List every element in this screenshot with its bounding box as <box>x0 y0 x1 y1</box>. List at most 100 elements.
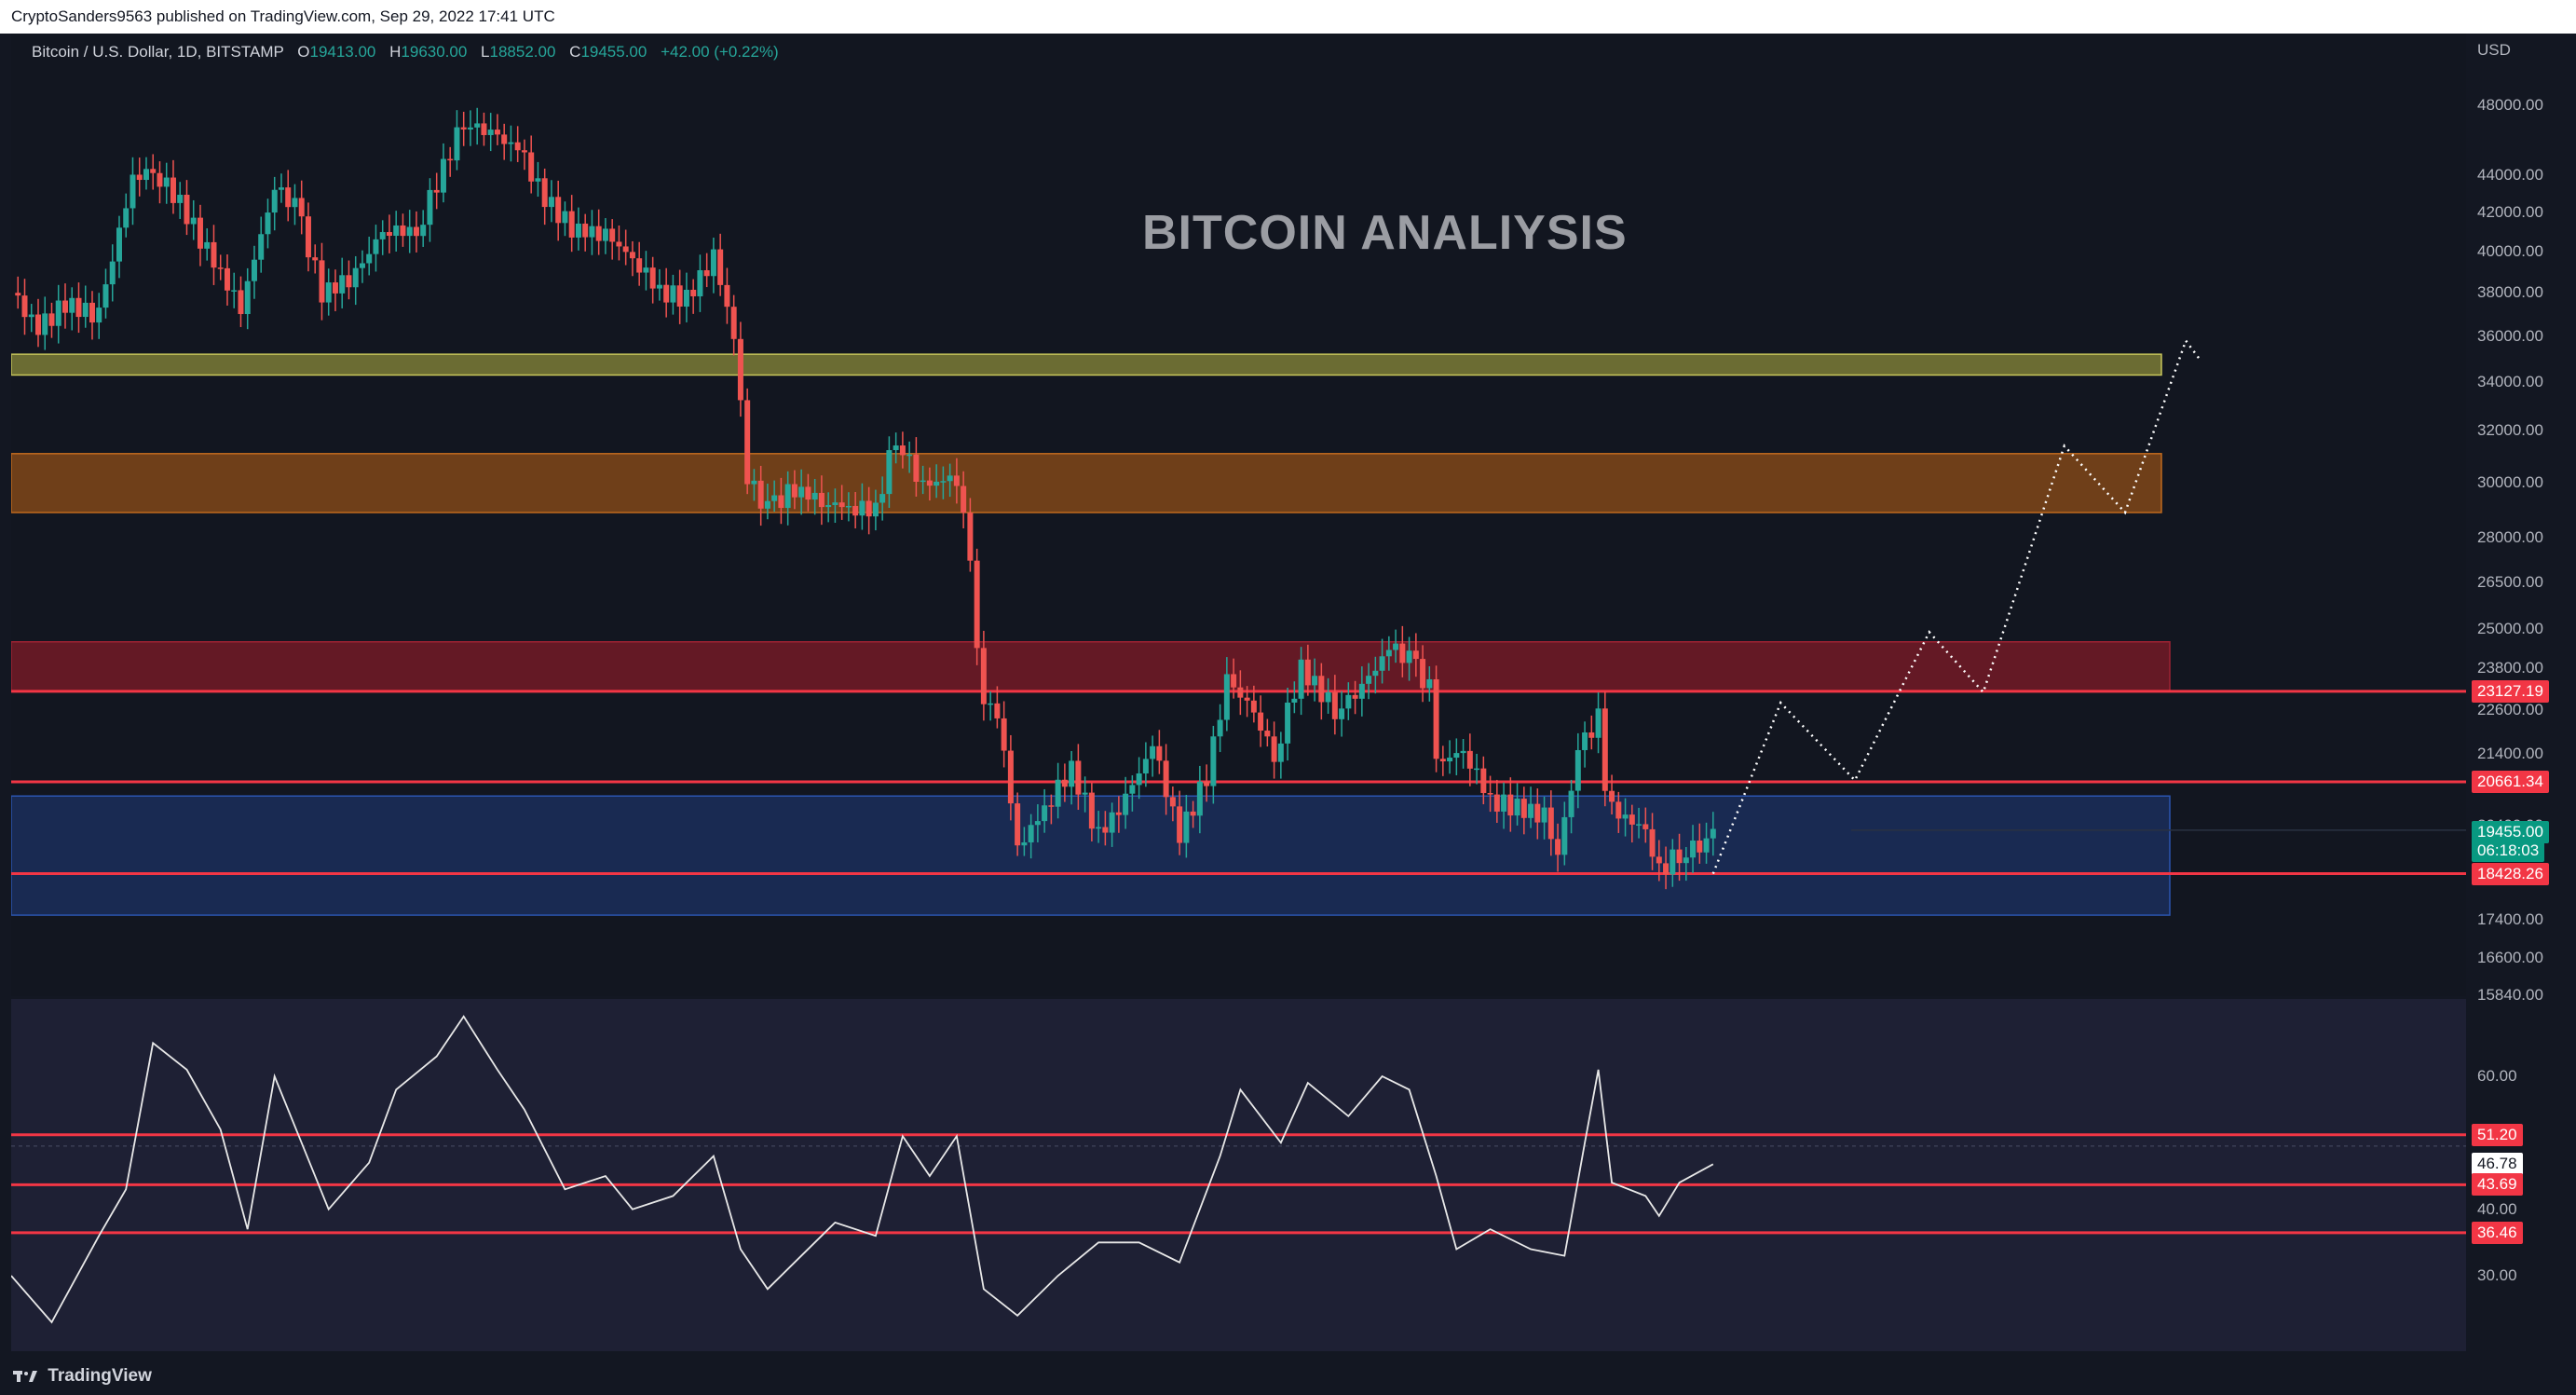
candle <box>595 209 602 255</box>
candle <box>859 483 865 530</box>
candle <box>602 218 608 254</box>
candle-body <box>1574 749 1581 791</box>
candle <box>109 244 116 302</box>
candle-body <box>474 123 481 128</box>
rsi-pane[interactable] <box>11 999 2466 1351</box>
candle <box>177 182 184 219</box>
candle-body <box>1034 821 1041 826</box>
candle <box>163 162 170 204</box>
candle-body <box>967 513 974 561</box>
candle-body <box>1177 806 1183 843</box>
candle-body <box>1379 656 1385 671</box>
symbol-legend[interactable]: Bitcoin / U.S. Dollar, 1D, BITSTAMP O194… <box>32 43 779 62</box>
candle-body <box>440 158 446 193</box>
candle <box>1028 814 1034 859</box>
candle <box>474 107 481 145</box>
candle-body <box>872 502 879 517</box>
candle-body <box>319 260 325 303</box>
candle-body <box>920 480 926 483</box>
candle-body <box>48 313 55 326</box>
price-axis[interactable]: USD 48000.00 44000.00 42000.00 40000.00 3800… <box>2466 34 2576 1357</box>
candle <box>852 492 859 529</box>
candle-body <box>1082 792 1088 795</box>
candle-body <box>865 500 872 517</box>
candle-body <box>285 187 292 208</box>
candle <box>690 279 697 314</box>
candle <box>832 488 838 524</box>
candle-body <box>460 127 467 130</box>
candle-body <box>913 454 920 483</box>
candle-body <box>1223 674 1230 720</box>
tradingview-logo[interactable]: TradingView <box>13 1366 152 1387</box>
candle <box>61 283 68 329</box>
candle-body <box>832 502 838 505</box>
candle <box>1223 657 1230 732</box>
candle <box>1298 647 1304 716</box>
candle-body <box>305 216 311 258</box>
candle-body <box>528 152 535 182</box>
candle-body <box>1528 803 1534 818</box>
candle-body <box>1061 779 1068 787</box>
candle-body <box>292 198 298 208</box>
candle-body <box>1129 785 1136 794</box>
price-tick-label: 30000.00 <box>2477 472 2543 491</box>
rsi-chart-svg[interactable] <box>11 999 2466 1351</box>
candle-body <box>420 225 427 237</box>
candle <box>1697 823 1703 864</box>
candle-body <box>710 249 716 277</box>
candle <box>1501 782 1507 829</box>
candle-body <box>1541 807 1547 823</box>
candle-body <box>1096 827 1102 829</box>
candle-body <box>102 284 109 308</box>
candle-body <box>602 228 608 241</box>
candle-body <box>1028 825 1034 842</box>
candle <box>562 201 568 237</box>
symbol-name[interactable]: Bitcoin / U.S. Dollar, 1D, BITSTAMP <box>32 43 284 61</box>
candle-body <box>1298 659 1304 699</box>
candle-body <box>427 189 433 226</box>
candle <box>1001 701 1007 768</box>
chart-container[interactable]: Bitcoin / U.S. Dollar, 1D, BITSTAMP O194… <box>0 34 2576 1374</box>
candle <box>784 471 791 526</box>
candle-body <box>481 123 487 135</box>
price-chart-svg[interactable] <box>11 34 2466 996</box>
candle-body <box>1683 857 1689 864</box>
candle <box>325 268 332 316</box>
candle <box>1582 721 1588 768</box>
candle-body <box>859 500 865 516</box>
candle <box>575 207 581 251</box>
candle-body <box>1291 698 1298 703</box>
candle <box>980 630 987 721</box>
candle-body <box>244 280 251 315</box>
change-value: +42.00 (+0.22%) <box>661 43 779 61</box>
candle <box>1480 756 1487 805</box>
candle <box>1123 776 1129 829</box>
candle <box>663 267 670 318</box>
candle-body <box>1069 760 1075 787</box>
candle <box>1514 783 1520 826</box>
brand-text: TradingView <box>48 1366 152 1386</box>
rsi-line <box>11 1015 1714 1324</box>
candle-body <box>96 308 102 323</box>
candle-body <box>1007 750 1014 804</box>
candle-body <box>838 502 845 508</box>
candle <box>1568 779 1574 834</box>
candle-body <box>359 263 365 268</box>
candle <box>872 489 879 531</box>
candle-body <box>1352 694 1358 699</box>
candle <box>359 250 365 283</box>
candle <box>893 432 899 464</box>
price-pane[interactable]: Bitcoin / U.S. Dollar, 1D, BITSTAMP O194… <box>11 34 2466 996</box>
candle <box>1169 786 1176 822</box>
candle <box>1237 670 1244 716</box>
candle <box>737 321 743 417</box>
candle <box>305 202 311 272</box>
candle <box>1453 738 1460 775</box>
candle-body <box>1115 812 1122 815</box>
candle <box>28 304 34 333</box>
candle <box>400 213 406 247</box>
candle <box>150 154 157 190</box>
candle <box>1703 822 1710 864</box>
candle <box>1399 625 1406 677</box>
candle <box>1150 735 1156 777</box>
